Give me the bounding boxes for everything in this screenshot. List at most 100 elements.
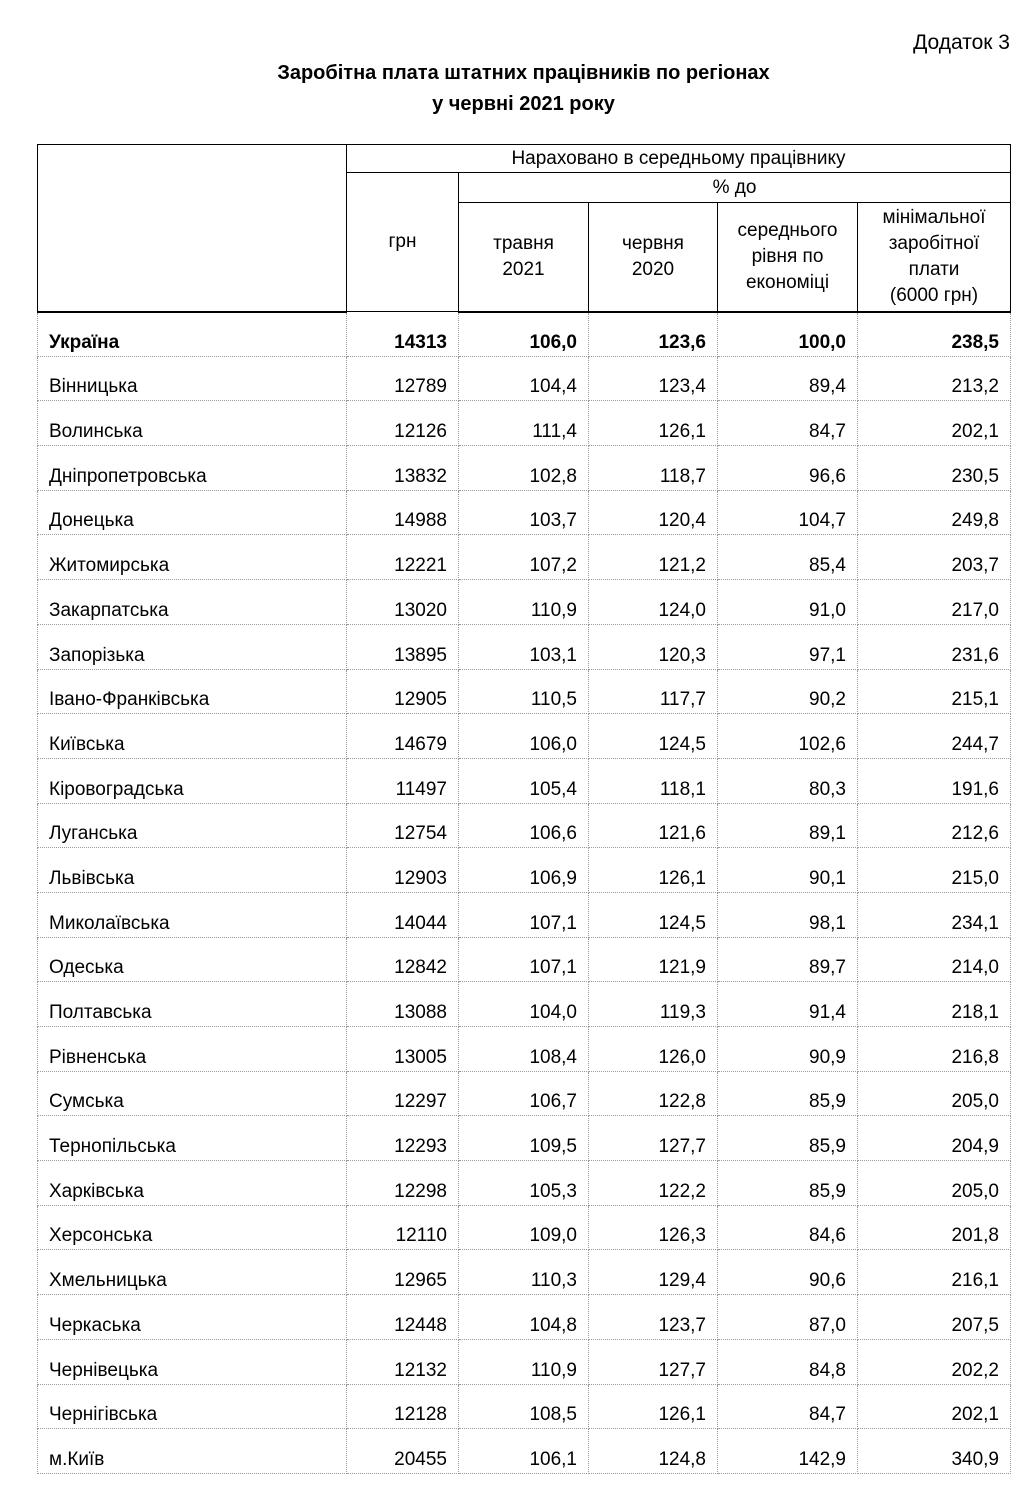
pct-may-2021-cell: 110,5 [458, 668, 589, 715]
pct-avg-economy-cell: 84,6 [717, 1204, 858, 1251]
pct-june-2020-cell: 117,7 [588, 668, 718, 715]
pct-may-2021-cell: 111,4 [458, 400, 589, 447]
pct-min-wage-cell: 202,2 [857, 1338, 1011, 1385]
uah-value-cell: 12842 [346, 936, 459, 983]
pct-may-2021-cell: 104,4 [458, 355, 589, 402]
uah-value-cell: 12905 [346, 668, 459, 715]
table-row: Дніпропетровська 13832 102,8 118,7 96,6 … [37, 445, 1011, 491]
pct-min-wage-cell: 238,5 [857, 311, 1011, 357]
pct-avg-economy-cell: 91,0 [717, 579, 858, 625]
uah-value-cell: 12965 [346, 1249, 459, 1296]
salary-table: Нараховано в середньому працівнику грн %… [37, 144, 1011, 1474]
table-row: Закарпатська 13020 110,9 124,0 91,0 217,… [37, 579, 1011, 625]
pct-min-wage-cell: 205,0 [857, 1070, 1011, 1117]
pct-june-2020-cell: 123,6 [588, 311, 718, 357]
pct-june-2020-cell: 118,7 [588, 445, 718, 491]
pct-avg-economy-cell: 90,1 [717, 847, 858, 893]
pct-june-2020-cell: 124,8 [588, 1428, 718, 1474]
table-row: Харківська 12298 105,3 122,2 85,9 205,0 [37, 1160, 1011, 1206]
pct-min-wage-cell: 234,1 [857, 891, 1011, 938]
table-row: Сумська 12297 106,7 122,8 85,9 205,0 [37, 1070, 1011, 1117]
pct-june-2020-cell: 126,1 [588, 400, 718, 447]
pct-avg-economy-cell: 98,1 [717, 891, 858, 938]
uah-value-cell: 12754 [346, 802, 459, 849]
pct-avg-economy-cell: 89,7 [717, 936, 858, 983]
pct-min-wage-cell: 216,8 [857, 1026, 1011, 1072]
uah-value-cell: 12293 [346, 1115, 459, 1162]
pct-avg-economy-cell: 100,0 [717, 311, 858, 357]
pct-may-2021-cell: 107,1 [458, 936, 589, 983]
region-cell: Одеська [37, 936, 347, 983]
table-row: Івано-Франківська 12905 110,5 117,7 90,2… [37, 668, 1011, 715]
region-cell: Кіровоградська [37, 757, 347, 804]
pct-min-wage-cell: 203,7 [857, 534, 1011, 581]
pct-june-2020-cell: 126,1 [588, 847, 718, 893]
pct-avg-economy-cell: 102,6 [717, 713, 858, 759]
pct-avg-economy-cell: 90,6 [717, 1249, 858, 1296]
pct-min-wage-cell: 214,0 [857, 936, 1011, 983]
table-row: Рівненська 13005 108,4 126,0 90,9 216,8 [37, 1026, 1011, 1072]
pct-avg-economy-cell: 97,1 [717, 623, 858, 670]
pct-min-wage-cell: 201,8 [857, 1204, 1011, 1251]
uah-value-cell: 12110 [346, 1204, 459, 1251]
table-row: Волинська 12126 111,4 126,1 84,7 202,1 [37, 400, 1011, 447]
region-cell: м.Київ [37, 1428, 347, 1474]
table-row: Львівська 12903 106,9 126,1 90,1 215,0 [37, 847, 1011, 893]
pct-june-2020-cell: 120,4 [588, 489, 718, 536]
region-cell: Сумська [37, 1070, 347, 1117]
table-row: Полтавська 13088 104,0 119,3 91,4 218,1 [37, 981, 1011, 1027]
pct-avg-economy-cell: 89,1 [717, 802, 858, 849]
pct-june-2020-cell: 121,6 [588, 802, 718, 849]
pct-may-2021-cell: 106,0 [458, 713, 589, 759]
pct-may-2021-cell: 106,6 [458, 802, 589, 849]
pct-min-wage-cell: 230,5 [857, 445, 1011, 491]
table-row: Вінницька 12789 104,4 123,4 89,4 213,2 [37, 355, 1011, 402]
pct-min-wage-cell: 207,5 [857, 1294, 1011, 1340]
uah-value-cell: 14988 [346, 489, 459, 536]
region-cell: Івано-Франківська [37, 668, 347, 715]
pct-avg-economy-cell: 90,9 [717, 1026, 858, 1072]
pct-min-wage-cell: 217,0 [857, 579, 1011, 625]
pct-june-2020-cell: 122,8 [588, 1070, 718, 1117]
pct-avg-economy-cell: 87,0 [717, 1294, 858, 1340]
pct-min-wage-cell: 340,9 [857, 1428, 1011, 1474]
uah-value-cell: 12298 [346, 1160, 459, 1206]
region-header-cell-empty [37, 144, 347, 313]
pct-june-2020-cell: 126,0 [588, 1026, 718, 1072]
pct-avg-economy-cell: 85,9 [717, 1115, 858, 1162]
region-cell: Черкаська [37, 1294, 347, 1340]
pct-june-2020-cell: 126,1 [588, 1383, 718, 1430]
pct-min-wage-cell: 249,8 [857, 489, 1011, 536]
uah-value-cell: 12297 [346, 1070, 459, 1117]
col-header-may-2021: травня 2021 [458, 202, 589, 313]
pct-may-2021-cell: 109,0 [458, 1204, 589, 1251]
pct-may-2021-cell: 103,7 [458, 489, 589, 536]
pct-may-2021-cell: 110,9 [458, 579, 589, 625]
uah-value-cell: 13895 [346, 623, 459, 670]
region-cell: Чернівецька [37, 1338, 347, 1385]
pct-min-wage-cell: 213,2 [857, 355, 1011, 402]
uah-value-cell: 12903 [346, 847, 459, 893]
region-cell: Львівська [37, 847, 347, 893]
uah-value-cell: 12448 [346, 1294, 459, 1340]
region-cell: Тернопільська [37, 1115, 347, 1162]
region-cell: Волинська [37, 400, 347, 447]
table-row: Чернігівська 12128 108,5 126,1 84,7 202,… [37, 1383, 1011, 1430]
uah-value-cell: 12221 [346, 534, 459, 581]
pct-may-2021-cell: 105,3 [458, 1160, 589, 1206]
region-cell: Україна [37, 311, 347, 357]
pct-may-2021-cell: 107,2 [458, 534, 589, 581]
pct-min-wage-cell: 218,1 [857, 981, 1011, 1027]
pct-may-2021-cell: 109,5 [458, 1115, 589, 1162]
pct-min-wage-cell: 212,6 [857, 802, 1011, 849]
pct-min-wage-cell: 231,6 [857, 623, 1011, 670]
region-cell: Хмельницька [37, 1249, 347, 1296]
pct-min-wage-cell: 215,1 [857, 668, 1011, 715]
pct-may-2021-cell: 108,4 [458, 1026, 589, 1072]
region-cell: Дніпропетровська [37, 445, 347, 491]
pct-june-2020-cell: 123,7 [588, 1294, 718, 1340]
table-row: Одеська 12842 107,1 121,9 89,7 214,0 [37, 936, 1011, 983]
pct-may-2021-cell: 106,9 [458, 847, 589, 893]
pct-may-2021-cell: 108,5 [458, 1383, 589, 1430]
uah-value-cell: 12132 [346, 1338, 459, 1385]
